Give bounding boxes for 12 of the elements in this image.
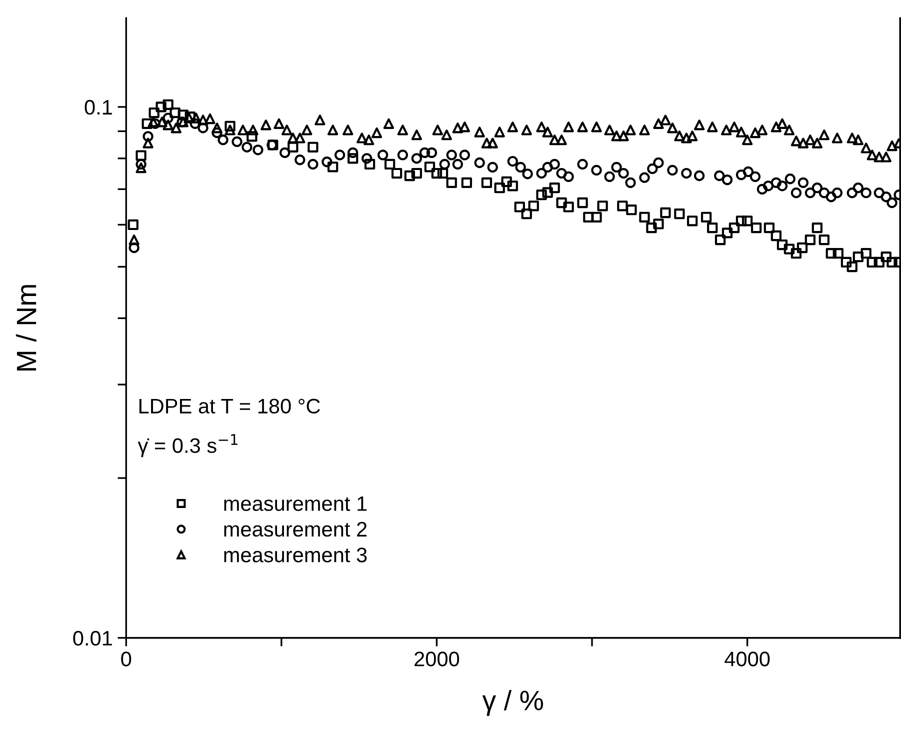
y-tick-label: 0.1 xyxy=(84,100,112,115)
y-tick-label: 0.01 xyxy=(73,630,112,646)
y-axis-title: M / Nm xyxy=(16,285,36,370)
annotation: LDPE at T = 180 °C xyxy=(139,398,320,414)
legend-label: measurement 1 xyxy=(224,496,367,511)
x-tick-label: 2000 xyxy=(414,652,460,666)
x-tick-label: 0 xyxy=(121,652,132,666)
legend-label: measurement 3 xyxy=(224,548,367,562)
x-tick-label: 4000 xyxy=(724,652,770,666)
x-axis-title: γ / % xyxy=(482,690,543,716)
annotation: γ̇ = 0.3 s$^{−1}$ xyxy=(138,434,238,458)
legend-label: measurement 2 xyxy=(224,522,367,537)
